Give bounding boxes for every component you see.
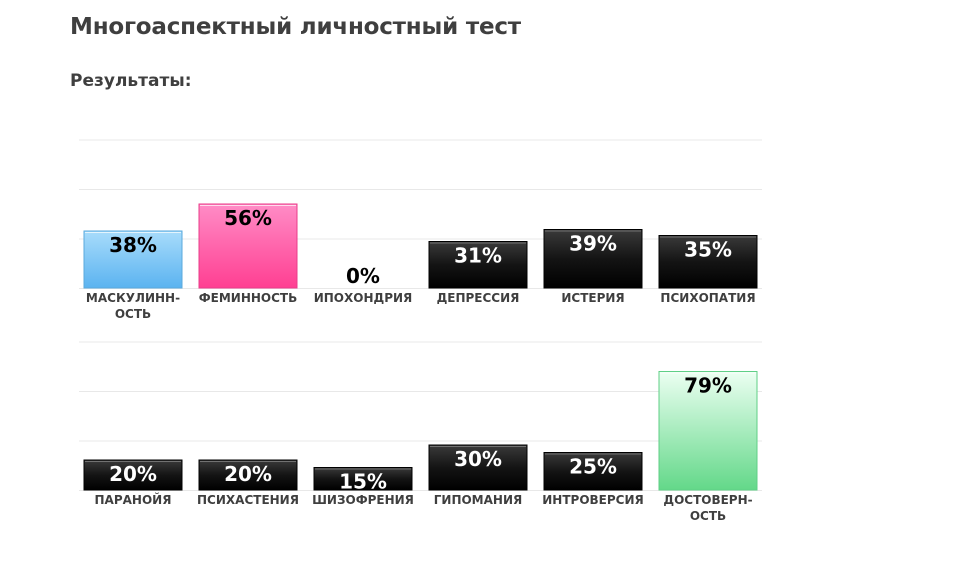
bar bbox=[198, 203, 298, 289]
category-label: ПСИХОПАТИЯ bbox=[660, 291, 755, 305]
category-label: ИНТРОВЕРСИЯ bbox=[542, 493, 644, 507]
bar-value-label: 38% bbox=[109, 233, 157, 257]
page-title: Многоаспектный личностный тест bbox=[70, 14, 521, 40]
bar-value-label: 20% bbox=[109, 462, 157, 486]
bar-value-label: 20% bbox=[224, 462, 272, 486]
bar bbox=[658, 371, 758, 491]
bar bbox=[198, 459, 298, 491]
bar-value-label: 39% bbox=[569, 232, 617, 256]
bar-value-label: 25% bbox=[569, 455, 617, 479]
category-label: ШИЗОФРЕНИЯ bbox=[312, 493, 414, 507]
bar bbox=[543, 229, 643, 289]
category-label: ДОСТОВЕРН- bbox=[663, 493, 752, 507]
bar-value-label: 79% bbox=[684, 374, 732, 398]
bar-value-label: 56% bbox=[224, 206, 272, 230]
category-label: ФЕМИННОСТЬ bbox=[199, 291, 298, 305]
bar bbox=[313, 467, 413, 491]
bar bbox=[658, 235, 758, 289]
bar bbox=[543, 452, 643, 491]
category-label: ГИПОМАНИЯ bbox=[434, 493, 523, 507]
results-heading: Результаты: bbox=[70, 71, 192, 91]
bar bbox=[428, 241, 528, 289]
bar-value-label: 30% bbox=[454, 447, 502, 471]
category-label: ОСТЬ bbox=[690, 509, 726, 523]
category-label: ОСТЬ bbox=[115, 307, 151, 321]
chart-row-1: 38% МАСКУЛИНН- ОСТЬ 56% ФЕМИННОСТЬ 0% ИПОХОНДР… bbox=[79, 139, 762, 321]
category-label: ДЕПРЕССИЯ bbox=[437, 291, 520, 305]
chart-row-2: 20% ПАРАНОЙЯ 20% ПСИХАСТЕНИЯ 15%ШИЗОФРЕНИЯ 30… bbox=[79, 341, 762, 523]
bar bbox=[83, 230, 183, 289]
bar-value-label: 0% bbox=[346, 264, 380, 288]
bar bbox=[428, 444, 528, 491]
category-label: ПАРАНОЙЯ bbox=[95, 492, 172, 507]
bar-value-label: 35% bbox=[684, 238, 732, 262]
category-label: ПСИХАСТЕНИЯ bbox=[197, 493, 299, 507]
bar-value-label: 15% bbox=[339, 470, 387, 494]
category-label: МАСКУЛИНН- bbox=[86, 291, 180, 305]
category-label: ИСТЕРИЯ bbox=[561, 291, 624, 305]
bar bbox=[83, 459, 183, 491]
category-label: ИПОХОНДРИЯ bbox=[314, 291, 413, 305]
bar-value-label: 31% bbox=[454, 244, 502, 268]
